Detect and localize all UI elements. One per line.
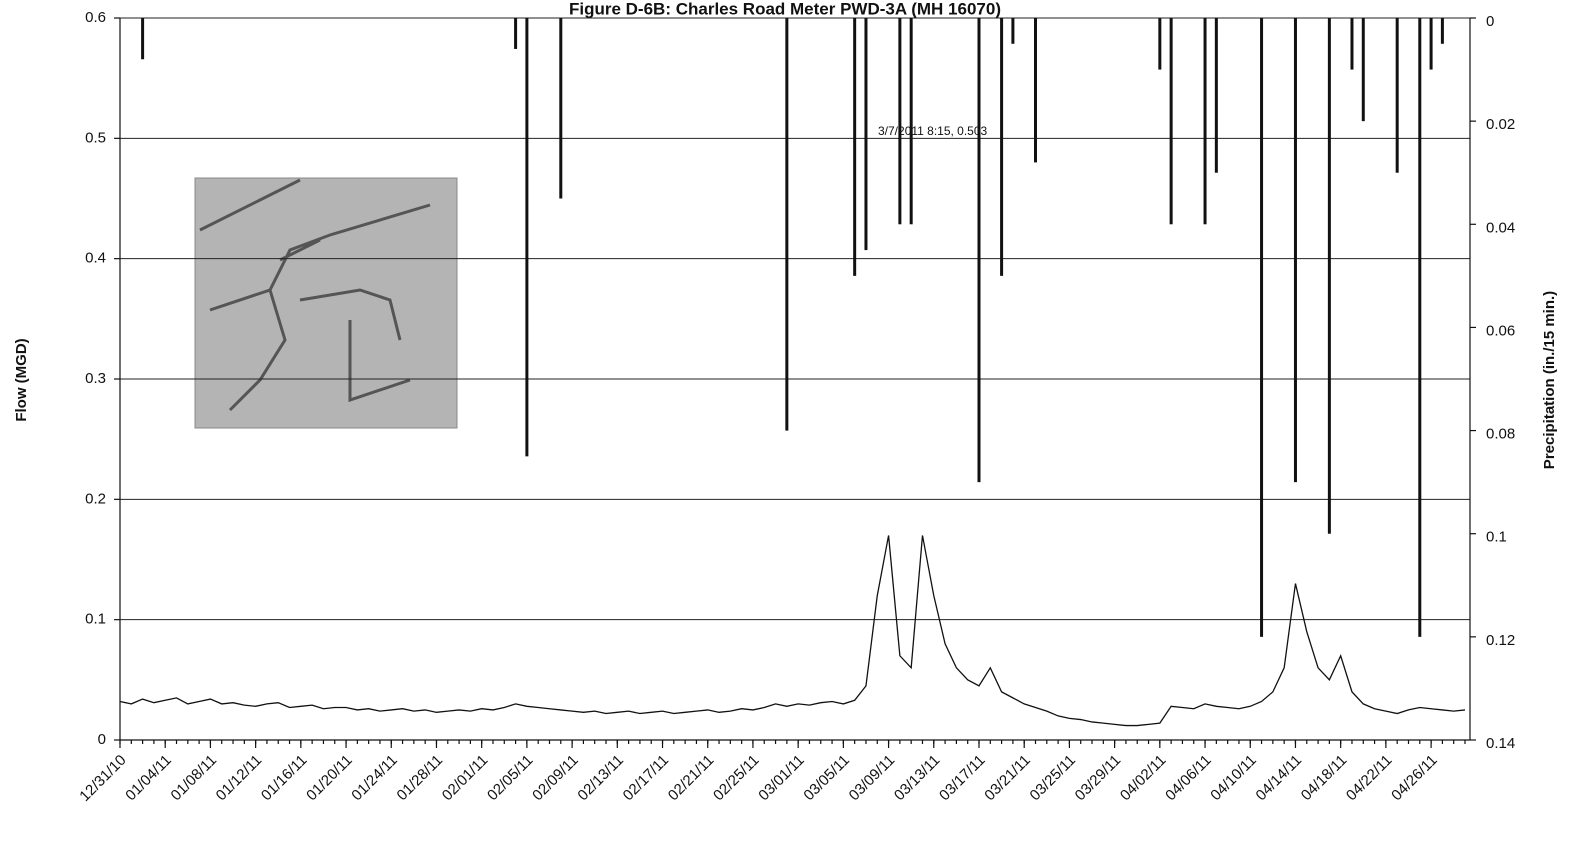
x-tick-label: 02/13/11 bbox=[574, 752, 627, 805]
precip-bar bbox=[1430, 18, 1433, 70]
inset-map bbox=[195, 178, 457, 428]
precip-bar bbox=[1260, 18, 1263, 637]
y2-tick-label: 0.08 bbox=[1486, 426, 1515, 443]
y-axis-label: Flow (MGD) bbox=[13, 338, 30, 421]
y-tick-label: 0.1 bbox=[85, 611, 106, 628]
precip-bar bbox=[977, 18, 980, 482]
chart: Figure D-6B: Charles Road Meter PWD-3A (… bbox=[0, 0, 1593, 858]
precip-bar bbox=[910, 18, 913, 224]
precip-bar bbox=[1000, 18, 1003, 276]
y-tick-label: 0.4 bbox=[85, 250, 106, 267]
x-tick-label: 04/26/11 bbox=[1388, 752, 1441, 805]
x-tick-label: 03/29/11 bbox=[1072, 752, 1125, 805]
x-tick-label: 02/17/11 bbox=[620, 752, 673, 805]
x-tick-label: 03/13/11 bbox=[891, 752, 944, 805]
y-tick-label: 0.3 bbox=[85, 370, 106, 387]
precip-bar bbox=[1294, 18, 1297, 482]
precip-bar bbox=[1362, 18, 1365, 121]
x-tick-label: 02/05/11 bbox=[484, 752, 537, 805]
x-tick-label: 04/06/11 bbox=[1162, 752, 1215, 805]
flow-line bbox=[120, 535, 1465, 725]
y-tick-label: 0.6 bbox=[85, 9, 106, 26]
x-tick-label: 04/18/11 bbox=[1298, 752, 1351, 805]
precip-bar bbox=[1034, 18, 1037, 162]
x-tick-label: 04/10/11 bbox=[1207, 752, 1260, 805]
precip-bar bbox=[514, 18, 517, 49]
precip-bar bbox=[1158, 18, 1161, 70]
x-tick-label: 02/09/11 bbox=[529, 752, 582, 805]
y2-tick-label: 0.14 bbox=[1486, 735, 1515, 752]
x-tick-label: 03/25/11 bbox=[1027, 752, 1080, 805]
precip-bar bbox=[898, 18, 901, 224]
y2-tick-label: 0.12 bbox=[1486, 632, 1515, 649]
y2-tick-label: 0.06 bbox=[1486, 322, 1515, 339]
precip-bar bbox=[1011, 18, 1014, 44]
x-tick-label: 04/02/11 bbox=[1117, 752, 1170, 805]
precip-bar bbox=[1328, 18, 1331, 534]
x-tick-label: 01/12/11 bbox=[213, 752, 266, 805]
x-tick-label: 01/04/11 bbox=[122, 752, 175, 805]
x-tick-label: 04/14/11 bbox=[1253, 752, 1306, 805]
precip-bar bbox=[1441, 18, 1444, 44]
x-tick-label: 02/01/11 bbox=[439, 752, 492, 805]
y2-tick-label: 0.02 bbox=[1486, 116, 1515, 133]
precip-bar bbox=[525, 18, 528, 456]
y2-tick-label: 0.1 bbox=[1486, 529, 1507, 546]
annotation: 3/7/2011 8:15, 0.503 bbox=[878, 124, 988, 138]
y2-tick-label: 0.04 bbox=[1486, 219, 1515, 236]
x-tick-label: 01/16/11 bbox=[258, 752, 311, 805]
y2-tick-label: 0 bbox=[1486, 13, 1494, 30]
x-tick-label: 02/21/11 bbox=[665, 752, 718, 805]
x-tick-label: 03/17/11 bbox=[936, 752, 989, 805]
precip-bar bbox=[1350, 18, 1353, 70]
x-tick-label: 03/09/11 bbox=[846, 752, 899, 805]
precip-bar bbox=[853, 18, 856, 276]
precip-bar bbox=[785, 18, 788, 431]
chart-title: Figure D-6B: Charles Road Meter PWD-3A (… bbox=[569, 0, 1001, 18]
x-tick-label: 01/20/11 bbox=[303, 752, 356, 805]
x-tick-label: 01/28/11 bbox=[394, 752, 447, 805]
precip-bar bbox=[1215, 18, 1218, 173]
precip-bar bbox=[864, 18, 867, 250]
precip-bar bbox=[1418, 18, 1421, 637]
x-tick-label: 01/24/11 bbox=[348, 752, 401, 805]
precip-bar bbox=[1396, 18, 1399, 173]
x-tick-label: 01/08/11 bbox=[168, 752, 221, 805]
x-tick-label: 03/01/11 bbox=[755, 752, 808, 805]
y-tick-label: 0.5 bbox=[85, 129, 106, 146]
x-tick-label: 03/05/11 bbox=[800, 752, 853, 805]
x-tick-label: 03/21/11 bbox=[981, 752, 1034, 805]
precip-bar bbox=[1204, 18, 1207, 224]
x-tick-label: 04/22/11 bbox=[1343, 752, 1396, 805]
y-tick-label: 0 bbox=[98, 731, 106, 748]
x-tick-label: 12/31/10 bbox=[76, 752, 129, 805]
y-tick-label: 0.2 bbox=[85, 490, 106, 507]
precip-bar bbox=[1170, 18, 1173, 224]
precip-bar bbox=[141, 18, 144, 59]
x-tick-label: 02/25/11 bbox=[710, 752, 763, 805]
precip-bar bbox=[559, 18, 562, 199]
y2-axis-label: Precipitation (in./15 min.) bbox=[1541, 291, 1558, 469]
